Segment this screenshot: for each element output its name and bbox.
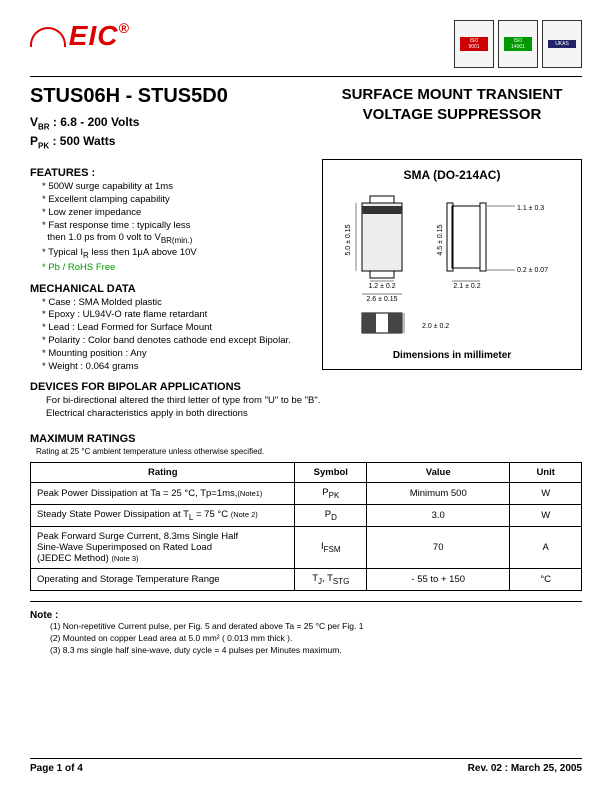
svg-text:5.0 ± 0.15: 5.0 ± 0.15: [345, 225, 352, 256]
svg-text:4.5 ± 0.15: 4.5 ± 0.15: [437, 225, 444, 256]
bipolar-line: Electrical characteristics apply in both…: [46, 408, 582, 421]
max-ratings-heading: MAXIMUM RATINGS: [30, 433, 582, 445]
table-row: Steady State Power Dissipation at TL = 7…: [31, 504, 582, 526]
table-row: Peak Forward Surge Current, 8.3ms Single…: [31, 526, 582, 568]
col-header: Rating: [31, 463, 295, 483]
list-item: Pb / RoHS Free: [42, 262, 310, 275]
ratings-table: Rating Symbol Value Unit Peak Power Diss…: [30, 462, 582, 591]
note-line: (1) Non-repetitive Current pulse, per Fi…: [30, 621, 582, 633]
note-line: (2) Mounted on copper Lead area at 5.0 m…: [30, 633, 582, 645]
list-item: Mounting position : Any: [42, 348, 310, 361]
cert-box: UKAS: [542, 20, 582, 68]
list-item: Fast response time : typically less then…: [42, 220, 310, 248]
col-header: Symbol: [295, 463, 367, 483]
list-item: Weight : 0.064 grams: [42, 361, 310, 374]
svg-text:1.2 ± 0.2: 1.2 ± 0.2: [368, 283, 395, 290]
left-column: FEATURES : 500W surge capability at 1ms …: [30, 159, 310, 373]
col-header: Unit: [510, 463, 582, 483]
cert-box: ISO9001: [454, 20, 494, 68]
title-row: STUS06H - STUS5D0 VBR : 6.8 - 200 Volts …: [30, 85, 582, 151]
list-item: Typical IR less then 1μA above 10V: [42, 247, 310, 262]
vbr-spec: VBR : 6.8 - 200 Volts: [30, 114, 228, 133]
cert-badges: ISO9001 ISO14001 UKAS: [454, 20, 582, 68]
header: EIC® ISO9001 ISO14001 UKAS: [30, 20, 582, 68]
col-header: Value: [367, 463, 510, 483]
svg-text:2.1 ± 0.2: 2.1 ± 0.2: [453, 283, 480, 290]
divider: [30, 76, 582, 77]
features-list: 500W surge capability at 1ms Excellent c…: [30, 181, 310, 274]
list-item: Low zener impedance: [42, 207, 310, 220]
page-number: Page 1 of 4: [30, 763, 83, 774]
package-title: SMA (DO-214AC): [331, 168, 573, 182]
title-line: SURFACE MOUNT TRANSIENT: [322, 85, 582, 105]
list-item: Polarity : Color band denotes cathode en…: [42, 335, 310, 348]
part-number: STUS06H - STUS5D0: [30, 85, 228, 108]
footer: Page 1 of 4 Rev. 02 : March 25, 2005: [30, 758, 582, 774]
svg-text:0.2 ± 0.07: 0.2 ± 0.07: [517, 267, 548, 274]
main-title: SURFACE MOUNT TRANSIENT VOLTAGE SUPPRESS…: [322, 85, 582, 124]
svg-text:2.6 ± 0.15: 2.6 ± 0.15: [366, 296, 397, 303]
list-item: Epoxy : UL94V-O rate flame retardant: [42, 309, 310, 322]
list-item: Lead : Lead Formed for Surface Mount: [42, 322, 310, 335]
note-line: (3) 8.3 ms single half sine-wave, duty c…: [30, 645, 582, 657]
ratings-note: Rating at 25 °C ambient temperature unle…: [30, 447, 582, 456]
title-line: VOLTAGE SUPPRESSOR: [322, 105, 582, 125]
features-heading: FEATURES :: [30, 167, 310, 179]
package-diagram: 1.2 ± 0.2 2.6 ± 0.15 5.0 ± 0.15 4.5 ± 0.…: [331, 188, 573, 343]
cert-box: ISO14001: [498, 20, 538, 68]
table-row: Peak Power Dissipation at Ta = 25 °C, Tp…: [31, 483, 582, 505]
logo: EIC®: [30, 20, 130, 52]
list-item: Case : SMA Molded plastic: [42, 297, 310, 310]
bipolar-line: For bi-directional altered the third let…: [46, 395, 582, 408]
svg-text:2.0 ± 0.2: 2.0 ± 0.2: [422, 323, 449, 330]
notes-section: Note : (1) Non-repetitive Current pulse,…: [30, 610, 582, 657]
bipolar-text: For bi-directional altered the third let…: [30, 395, 582, 421]
list-item: Excellent clamping capability: [42, 194, 310, 207]
svg-text:1.1 ± 0.3: 1.1 ± 0.3: [517, 205, 544, 212]
bipolar-heading: DEVICES FOR BIPOLAR APPLICATIONS: [30, 381, 582, 393]
table-row: Operating and Storage Temperature Range …: [31, 568, 582, 590]
key-specs: VBR : 6.8 - 200 Volts PPK : 500 Watts: [30, 114, 228, 151]
dimensions-label: Dimensions in millimeter: [331, 350, 573, 361]
mechanical-list: Case : SMA Molded plastic Epoxy : UL94V-…: [30, 297, 310, 374]
table-header-row: Rating Symbol Value Unit: [31, 463, 582, 483]
mechanical-heading: MECHANICAL DATA: [30, 283, 310, 295]
ppk-spec: PPK : 500 Watts: [30, 133, 228, 152]
list-item: 500W surge capability at 1ms: [42, 181, 310, 194]
package-outline: SMA (DO-214AC) 1.2 ± 0.2 2.6 ± 0.15 5.0 …: [322, 159, 582, 373]
revision-date: Rev. 02 : March 25, 2005: [468, 763, 582, 774]
divider: [30, 601, 582, 602]
notes-heading: Note :: [30, 610, 582, 621]
logo-text: EIC: [69, 20, 119, 51]
